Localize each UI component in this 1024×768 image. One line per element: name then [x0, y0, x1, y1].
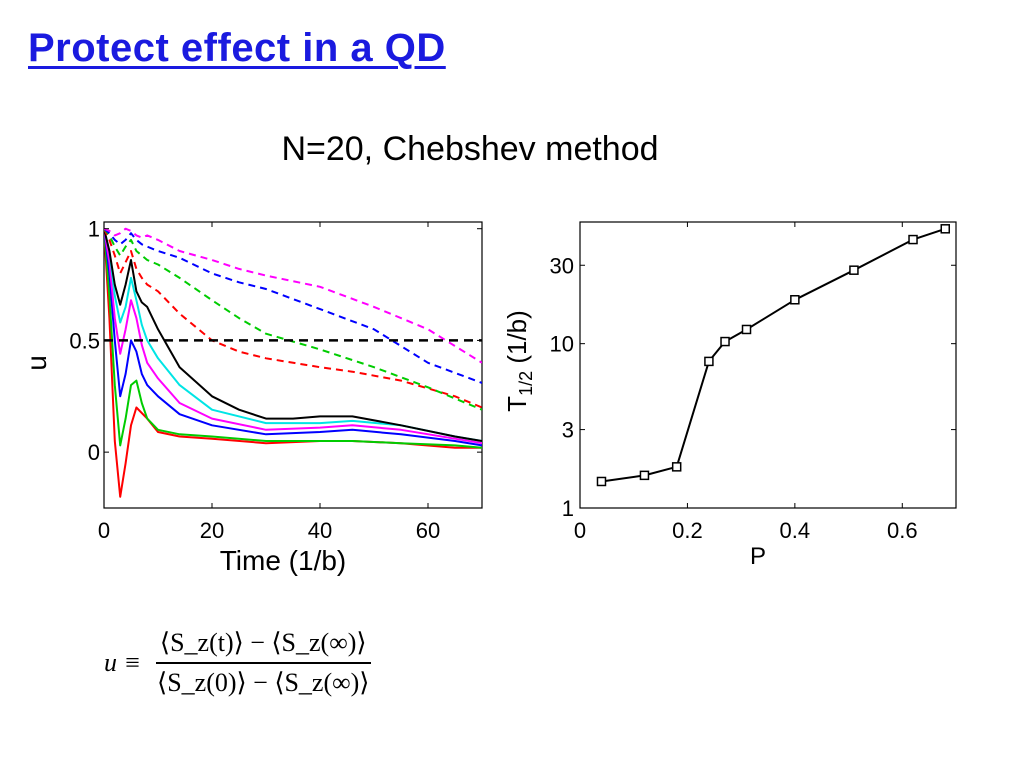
decay-series-10 — [104, 227, 482, 364]
y-tick-label: 0.5 — [69, 328, 100, 353]
formula-fraction: ⟨S_z(t)⟩ − ⟨S_z(∞)⟩ ⟨S_z(0)⟩ − ⟨S_z(∞)⟩ — [153, 628, 373, 698]
halftime-point-marker — [704, 356, 714, 367]
halftime-point-marker — [639, 470, 650, 481]
formula-denominator: ⟨S_z(0)⟩ − ⟨S_z(∞)⟩ — [157, 668, 370, 697]
decay-series-7 — [104, 228, 482, 409]
halftime-point-marker — [720, 336, 730, 347]
halftime-point-marker — [671, 462, 682, 472]
x-axis-label: Time (1/b) — [220, 545, 347, 576]
y-axis-label: u — [21, 355, 52, 371]
slide-subtitle: N=20, Chebshev method — [281, 130, 659, 168]
formula-numerator: ⟨S_z(t)⟩ − ⟨S_z(∞)⟩ — [155, 628, 371, 664]
halftime-point-marker — [849, 265, 859, 275]
halftime-point-marker — [940, 224, 951, 234]
x-tick-label: 40 — [308, 518, 332, 543]
halftime-series-line — [601, 227, 946, 483]
y-tick-label: 30 — [550, 253, 574, 278]
slide-title: Protect effect in a QD — [28, 26, 446, 70]
x-tick-label: 0.2 — [672, 518, 703, 543]
x-tick-label: 0.6 — [887, 518, 918, 543]
y-tick-label: 0 — [88, 440, 100, 465]
x-axis-label: P — [750, 543, 766, 570]
x-tick-label: 60 — [416, 518, 440, 543]
formula-lhs: u ≡ — [104, 648, 142, 677]
decay-series-3 — [104, 228, 482, 447]
y-tick-label: 10 — [550, 332, 574, 357]
halftime-chart-plot-area — [579, 221, 957, 509]
halftime-point-marker — [596, 476, 607, 487]
x-tick-label: 20 — [200, 518, 224, 543]
decay-series-8 — [104, 228, 482, 411]
decay-series-5 — [104, 228, 482, 442]
x-tick-label: 0 — [98, 518, 110, 543]
halftime-point-marker — [790, 295, 800, 305]
decay-series-1 — [104, 228, 482, 498]
u-definition-formula: u ≡ ⟨S_z(t)⟩ − ⟨S_z(∞)⟩ ⟨S_z(0)⟩ − ⟨S_z(… — [104, 628, 373, 698]
y-tick-label: 3 — [562, 418, 574, 443]
decay-series-4 — [104, 228, 482, 445]
decay-series-2 — [104, 228, 482, 449]
y-tick-label: 1 — [562, 496, 574, 521]
halftime-point-marker — [741, 324, 752, 335]
decay-series-6 — [104, 228, 482, 442]
x-tick-label: 0.4 — [780, 518, 811, 543]
halftime-point-marker — [908, 234, 918, 245]
y-tick-label: 1 — [88, 217, 100, 242]
x-tick-label: 0 — [574, 518, 586, 543]
decay-series-9 — [104, 227, 482, 384]
y-axis-label: T1/2 (1/b) — [502, 310, 536, 412]
decay-chart-plot-area — [103, 221, 483, 509]
